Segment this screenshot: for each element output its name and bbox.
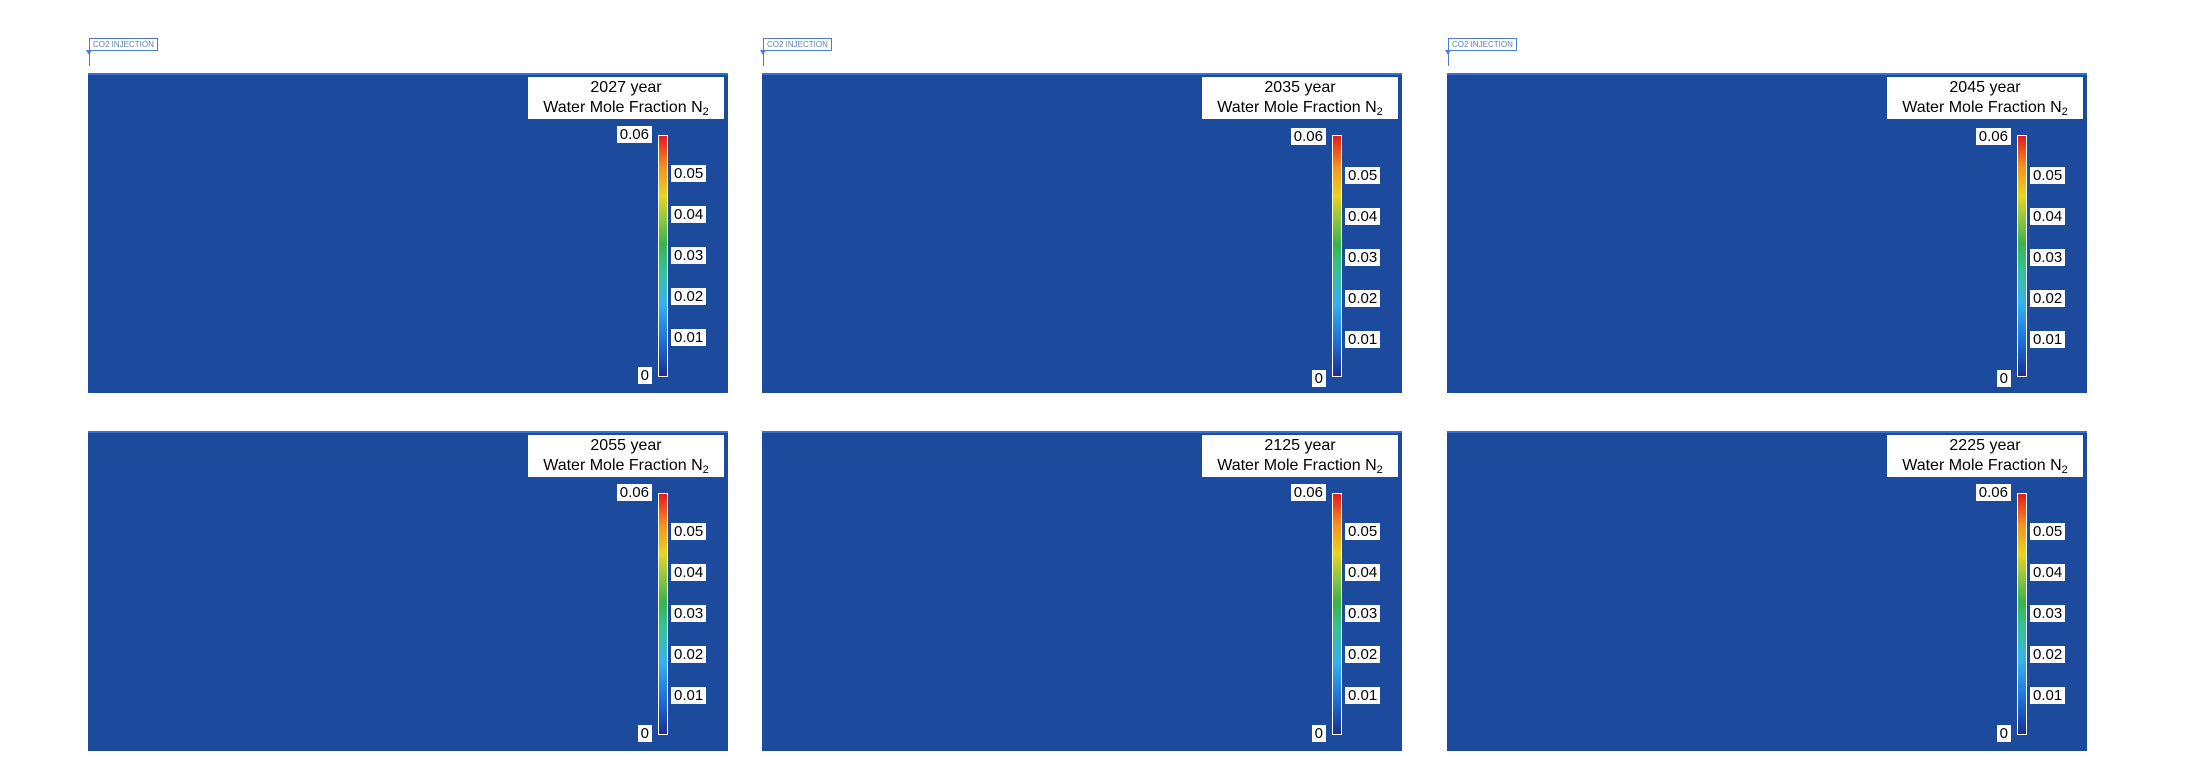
colorbar-max-label: 0.06 — [1975, 128, 2011, 145]
well-label: CO2 INJECTION — [763, 38, 832, 51]
panel-title: 2035 year Water Mole Fraction N2 — [1202, 77, 1398, 119]
panel-variable: Water Mole Fraction N2 — [1217, 99, 1383, 118]
colorbar-tick-label: 0.02 — [2030, 646, 2066, 663]
colorbar-tick-label: 0.05 — [671, 165, 707, 182]
colorbar-tick-label: 0.02 — [1345, 646, 1381, 663]
well-marker — [89, 50, 90, 66]
well-marker-tip — [760, 50, 766, 55]
colorbar-tick-label: 0.03 — [2030, 605, 2066, 622]
colorbar-max-label: 0.06 — [1975, 484, 2011, 501]
colorbar-tick-label: 0.04 — [1345, 208, 1381, 225]
colorbar-max-label: 0.06 — [1290, 128, 1326, 145]
colorbar-tick-label: 0.01 — [671, 687, 707, 704]
colorbar-tick-label: 0.05 — [2030, 523, 2066, 540]
colorbar — [658, 135, 668, 377]
panel-variable: Water Mole Fraction N2 — [1902, 99, 2068, 118]
colorbar — [2017, 493, 2027, 735]
colorbar-max-label: 0.06 — [616, 126, 652, 143]
panel-title: 2125 year Water Mole Fraction N2 — [1202, 435, 1398, 477]
well-marker-tip — [86, 50, 92, 55]
well-marker — [763, 50, 764, 66]
simulation-panel: 2045 year Water Mole Fraction N2 0.06 0.… — [1447, 73, 2087, 393]
simulation-panel: 2055 year Water Mole Fraction N2 0.06 0.… — [88, 431, 728, 751]
colorbar-tick-label: 0.02 — [671, 288, 707, 305]
panel-variable: Water Mole Fraction N2 — [1902, 457, 2068, 476]
well-marker-tip — [1445, 50, 1451, 55]
panel-year: 2055 year — [590, 437, 662, 454]
colorbar-tick-label: 0.03 — [1345, 605, 1381, 622]
colorbar-tick-label: 0.01 — [671, 329, 707, 346]
simulation-panel: 2125 year Water Mole Fraction N2 0.06 0.… — [762, 431, 1402, 751]
colorbar-tick-label: 0.03 — [671, 247, 707, 264]
colorbar-min-label: 0 — [637, 367, 652, 384]
colorbar-tick-label: 0.04 — [2030, 208, 2066, 225]
colorbar-min-label: 0 — [1311, 370, 1326, 387]
colorbar — [1332, 135, 1342, 377]
colorbar-tick-label: 0.04 — [2030, 564, 2066, 581]
simulation-panel: 2225 year Water Mole Fraction N2 0.06 0.… — [1447, 431, 2087, 751]
panel-year: 2035 year — [1264, 79, 1336, 96]
colorbar-tick-label: 0.04 — [671, 206, 707, 223]
panel-year: 2045 year — [1949, 79, 2021, 96]
colorbar-min-label: 0 — [1996, 725, 2011, 742]
panel-title: 2045 year Water Mole Fraction N2 — [1887, 77, 2083, 119]
colorbar-min-label: 0 — [637, 725, 652, 742]
colorbar-tick-label: 0.04 — [1345, 564, 1381, 581]
colorbar-tick-label: 0.02 — [671, 646, 707, 663]
colorbar-tick-label: 0.05 — [2030, 167, 2066, 184]
panel-title: 2055 year Water Mole Fraction N2 — [528, 435, 724, 477]
panel-year: 2027 year — [590, 79, 662, 96]
colorbar-tick-label: 0.01 — [2030, 687, 2066, 704]
panel-title: 2225 year Water Mole Fraction N2 — [1887, 435, 2083, 477]
panel-year: 2125 year — [1264, 437, 1336, 454]
simulation-panel: 2035 year Water Mole Fraction N2 0.06 0.… — [762, 73, 1402, 393]
panel-title: 2027 year Water Mole Fraction N2 — [528, 77, 724, 119]
colorbar-tick-label: 0.05 — [1345, 523, 1381, 540]
panel-variable: Water Mole Fraction N2 — [1217, 457, 1383, 476]
colorbar — [2017, 135, 2027, 377]
colorbar-min-label: 0 — [1996, 370, 2011, 387]
well-label: CO2 INJECTION — [89, 38, 158, 51]
well-label: CO2 INJECTION — [1448, 38, 1517, 51]
colorbar-max-label: 0.06 — [616, 484, 652, 501]
colorbar-tick-label: 0.02 — [1345, 290, 1381, 307]
colorbar-tick-label: 0.03 — [1345, 249, 1381, 266]
colorbar-tick-label: 0.03 — [2030, 249, 2066, 266]
simulation-panel: 2027 year Water Mole Fraction N2 0.06 0.… — [88, 73, 728, 393]
panel-year: 2225 year — [1949, 437, 2021, 454]
colorbar-tick-label: 0.01 — [2030, 331, 2066, 348]
colorbar-min-label: 0 — [1311, 725, 1326, 742]
colorbar-tick-label: 0.05 — [671, 523, 707, 540]
panel-variable: Water Mole Fraction N2 — [543, 99, 709, 118]
colorbar-tick-label: 0.05 — [1345, 167, 1381, 184]
colorbar-tick-label: 0.04 — [671, 564, 707, 581]
well-marker — [1448, 50, 1449, 66]
colorbar-tick-label: 0.03 — [671, 605, 707, 622]
colorbar — [1332, 493, 1342, 735]
colorbar-tick-label: 0.02 — [2030, 290, 2066, 307]
colorbar-max-label: 0.06 — [1290, 484, 1326, 501]
colorbar-tick-label: 0.01 — [1345, 687, 1381, 704]
colorbar-tick-label: 0.01 — [1345, 331, 1381, 348]
colorbar — [658, 493, 668, 735]
panel-variable: Water Mole Fraction N2 — [543, 457, 709, 476]
